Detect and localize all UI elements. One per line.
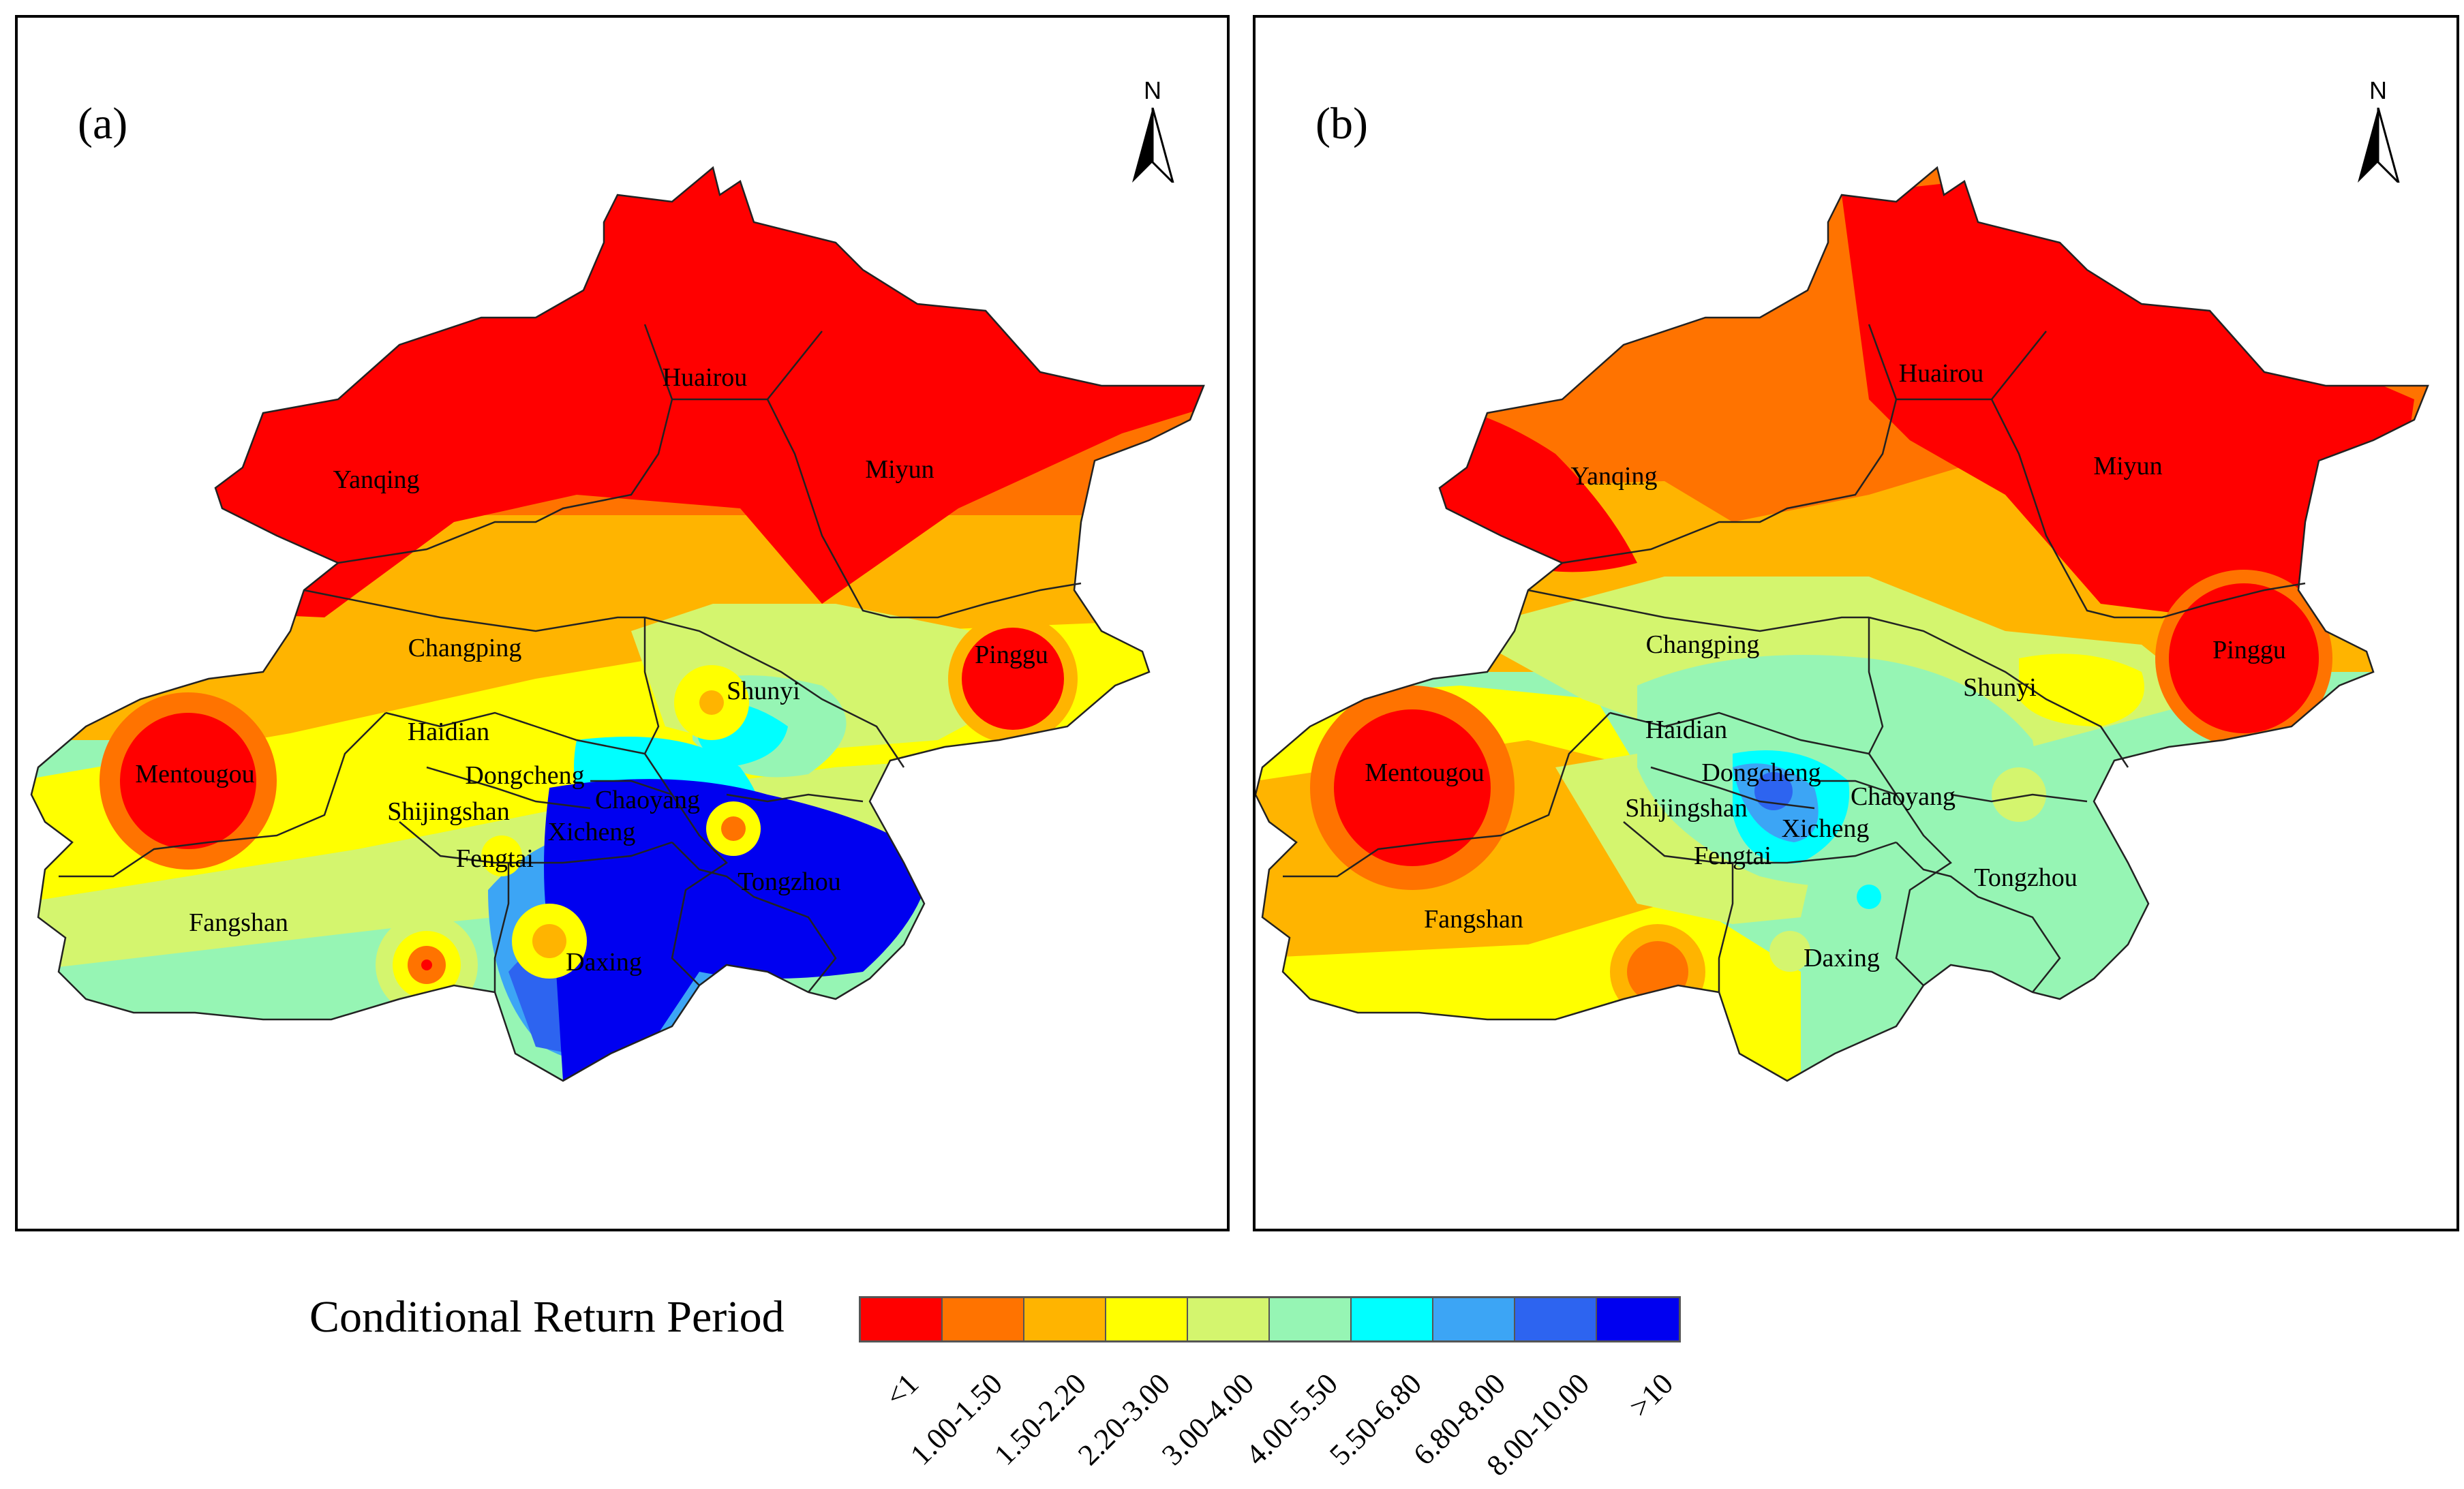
district-label: Chaoyang — [594, 786, 701, 814]
legend-label: >10 — [1623, 1366, 1680, 1424]
district-label: Mentougou — [135, 760, 255, 788]
legend-swatch — [1188, 1298, 1270, 1340]
district-label: Shijingshan — [387, 797, 510, 826]
legend-label: 3.00-4.00 — [1155, 1366, 1261, 1472]
district-label: Shunyi — [727, 677, 800, 705]
legend-label: 1.00-1.50 — [904, 1366, 1009, 1472]
legend-swatch — [1024, 1298, 1106, 1340]
panel-label-a: (a) — [78, 99, 128, 149]
district-label: Fengtai — [1694, 842, 1771, 870]
district-label: Dongcheng — [1701, 758, 1821, 787]
map-fill-a — [31, 168, 1204, 1081]
panel-label-b: (b) — [1315, 99, 1368, 149]
map-fill-b — [1256, 168, 2428, 1081]
district-label: Haidian — [1645, 716, 1728, 744]
district-label: Xicheng — [1781, 814, 1870, 843]
legend-swatch — [943, 1298, 1024, 1340]
north-label: N — [2369, 76, 2387, 104]
district-label: Changping — [1645, 630, 1760, 659]
district-label: Changping — [408, 634, 522, 662]
north-arrow-icon: N — [2354, 76, 2402, 185]
choropleth-map-b — [1256, 166, 2429, 1082]
district-label: Pinggu — [2212, 636, 2286, 664]
legend-label: 5.50-6.80 — [1323, 1366, 1429, 1472]
district-label: Xicheng — [547, 818, 636, 846]
map-panel-b: (b) N Yanqing Huairou Miyun Changping Pi… — [1253, 15, 2459, 1231]
legend-labels: <1 1.00-1.50 1.50-2.20 2.20-3.00 3.00-4.00 4.… — [859, 1346, 1697, 1489]
district-boundaries-a — [30, 166, 1205, 1082]
district-label: Chaoyang — [1850, 782, 1956, 811]
district-label: Tongzhou — [1974, 863, 2078, 892]
district-boundaries-b — [1256, 166, 2429, 1082]
district-label: Shijingshan — [1625, 794, 1748, 823]
district-label: Tongzhou — [737, 868, 841, 896]
legend-label: 2.20-3.00 — [1071, 1366, 1177, 1472]
legend-swatch — [861, 1298, 943, 1340]
district-label: Miyun — [2093, 452, 2163, 480]
choropleth-map-a — [30, 166, 1205, 1082]
district-label: Daxing — [1804, 944, 1880, 972]
north-label: N — [1144, 76, 1161, 104]
legend-swatch — [1106, 1298, 1188, 1340]
legend-swatch — [1352, 1298, 1433, 1340]
district-label: Haidian — [407, 718, 490, 746]
legend-label: 4.00-5.50 — [1239, 1366, 1345, 1472]
legend-label: <1 — [879, 1366, 926, 1413]
district-label: Pinggu — [975, 641, 1048, 669]
district-label: Fengtai — [456, 844, 534, 873]
district-label: Fangshan — [189, 908, 288, 937]
legend-label: 1.50-2.20 — [988, 1366, 1093, 1472]
legend-swatch — [1270, 1298, 1352, 1340]
legend-title: Conditional Return Period — [309, 1292, 785, 1342]
legend-swatch — [1433, 1298, 1515, 1340]
district-label: Shunyi — [1963, 673, 2037, 702]
district-label: Huairou — [662, 363, 748, 392]
district-label: Fangshan — [1424, 905, 1523, 934]
legend-swatch — [1515, 1298, 1597, 1340]
district-label: Miyun — [865, 455, 934, 484]
map-panel-a: (a) N Yanqing Huairou Miyun Changping Pi… — [15, 15, 1230, 1231]
district-label: Daxing — [566, 948, 642, 977]
district-label: Yanqing — [1570, 462, 1658, 491]
district-label: Dongcheng — [465, 761, 585, 790]
district-label: Huairou — [1898, 359, 1984, 388]
legend-color-bar — [859, 1296, 1681, 1342]
district-label: Mentougou — [1365, 758, 1485, 787]
district-label: Yanqing — [333, 465, 420, 494]
legend-swatch — [1597, 1298, 1679, 1340]
north-arrow-icon: N — [1129, 76, 1176, 185]
